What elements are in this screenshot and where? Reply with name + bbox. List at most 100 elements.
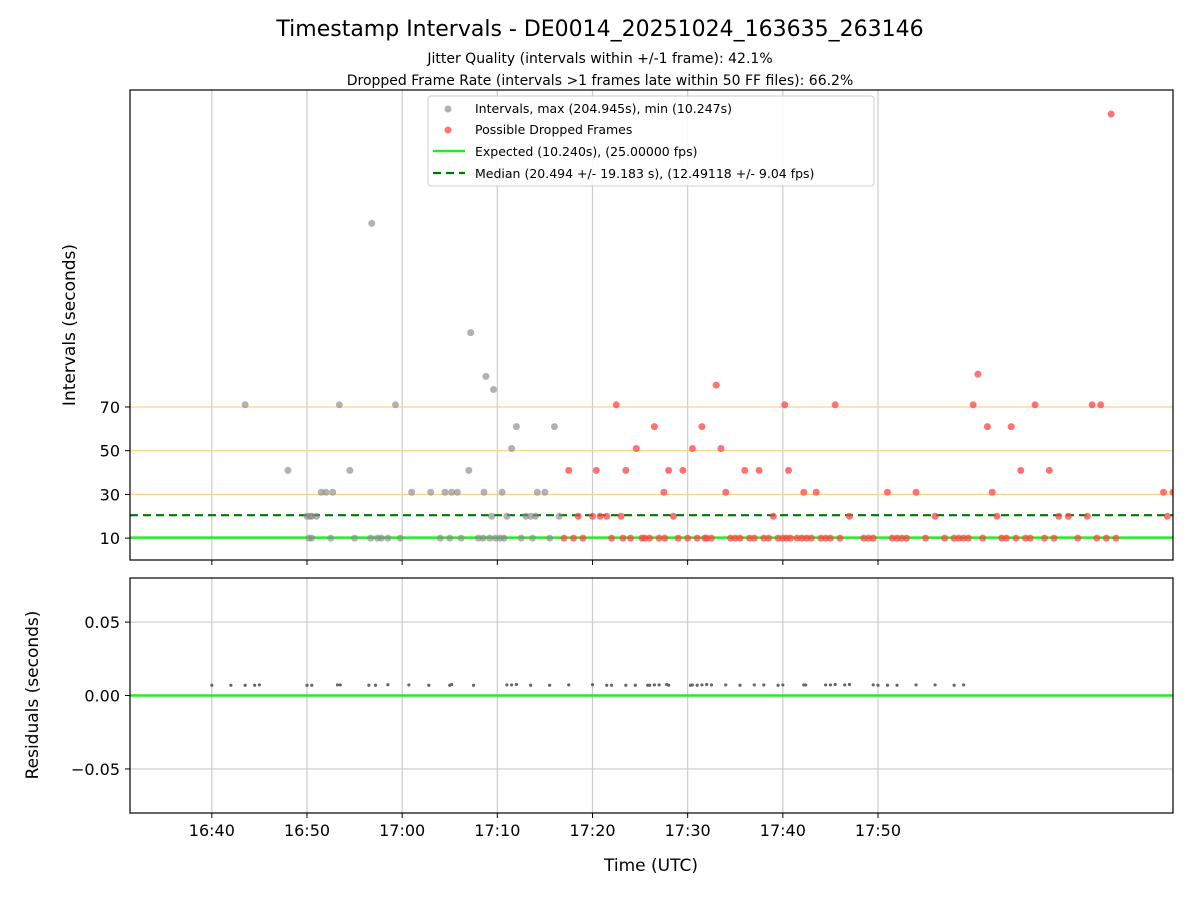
residual-point <box>824 683 828 687</box>
top-y-tick-label-70: 70 <box>100 398 120 417</box>
interval-point <box>327 534 335 542</box>
dropped-frame-point <box>565 466 573 474</box>
dropped-frame-point <box>665 466 673 474</box>
interval-point <box>453 488 461 496</box>
dropped-frame-point <box>993 512 1001 520</box>
residual-point <box>367 683 371 687</box>
interval-point <box>408 488 416 496</box>
bottom-y-tick-label-1: 0.00 <box>84 687 120 706</box>
dropped-frame-point <box>1169 488 1173 496</box>
residual-point <box>590 683 595 687</box>
dropped-frame-point <box>807 534 815 542</box>
interval-point <box>498 488 506 496</box>
residual-point <box>700 683 704 687</box>
residual-point <box>529 683 533 687</box>
residual-point <box>229 683 233 687</box>
dropped-frame-point <box>765 534 773 542</box>
dropped-frame-point <box>660 488 668 496</box>
residual-point <box>690 683 695 687</box>
residual-point <box>952 683 956 687</box>
residual-point <box>828 683 833 687</box>
interval-point <box>427 488 435 496</box>
dropped-frame-point <box>674 534 682 542</box>
residual-point <box>876 683 880 687</box>
dropped-frame-point <box>560 534 568 542</box>
x-tick-label-6: 17:40 <box>760 821 806 840</box>
interval-point <box>335 401 343 409</box>
residual-point <box>705 682 709 687</box>
residual-point <box>210 683 214 687</box>
residual-point <box>647 683 652 687</box>
interval-point <box>313 512 321 520</box>
dropped-frame-point <box>786 534 794 542</box>
dropped-frame-point <box>608 534 616 542</box>
residual-point <box>514 682 518 687</box>
dropped-frame-point <box>1088 401 1096 409</box>
dropped-frame-point <box>964 534 972 542</box>
interval-point <box>482 372 490 380</box>
dropped-frame-point <box>812 488 820 496</box>
dropped-frame-point <box>931 512 939 520</box>
dropped-frame-point <box>650 423 658 431</box>
interval-point <box>448 488 456 496</box>
interval-point <box>546 534 554 542</box>
residual-point <box>548 683 552 687</box>
residual-point <box>833 682 837 687</box>
x-tick-label-5: 17:30 <box>665 821 711 840</box>
legend-label-dropped: Possible Dropped Frames <box>475 122 632 137</box>
top-plot-frame <box>129 89 1174 561</box>
residual-point <box>933 683 937 687</box>
interval-point <box>480 488 488 496</box>
dropped-frame-point <box>736 534 744 542</box>
dropped-frame-point <box>884 488 892 496</box>
residual-point <box>695 683 699 687</box>
dropped-frame-point <box>693 534 701 542</box>
dropped-frame-point <box>698 423 706 431</box>
bottom-y-axis-label: Residuals (seconds) <box>23 611 43 780</box>
dropped-frame-point <box>655 534 663 542</box>
dropped-frame-point <box>1093 534 1101 542</box>
residual-point <box>724 683 728 687</box>
interval-point <box>392 401 400 409</box>
dropped-frame-point <box>1112 534 1120 542</box>
interval-point <box>241 401 249 409</box>
residual-point <box>305 683 309 687</box>
dropped-frame-point <box>1045 466 1053 474</box>
interval-point <box>441 488 449 496</box>
interval-point <box>436 534 444 542</box>
dropped-frame-point <box>836 534 844 542</box>
dropped-frame-point <box>669 512 677 520</box>
dropped-frame-point <box>1050 534 1058 542</box>
x-tick-label-1: 16:50 <box>284 821 330 840</box>
residual-point <box>962 683 966 687</box>
dropped-frame-point <box>800 488 808 496</box>
dropped-frame-point <box>1074 534 1082 542</box>
residual-point <box>257 683 262 687</box>
dropped-frame-point <box>596 512 604 520</box>
legend-box <box>427 95 875 187</box>
interval-point <box>500 534 508 542</box>
interval-point <box>541 488 549 496</box>
dropped-frame-point <box>579 534 587 542</box>
legend: Intervals, max (204.945s), min (10.247s)… <box>427 95 875 187</box>
x-tick-label-7: 17:50 <box>855 821 901 840</box>
residual-point <box>776 683 780 687</box>
dropped-frame-point <box>707 534 715 542</box>
dropped-frame-point <box>619 534 627 542</box>
dropped-frame-point <box>574 512 582 520</box>
dropped-frame-point <box>969 401 977 409</box>
intervals-panel: 10 30 50 70 Intervals, max (204.945s), min (… <box>100 89 1174 565</box>
dropped-frame-point <box>688 445 696 453</box>
residual-point <box>633 683 637 687</box>
residual-point <box>781 683 785 687</box>
residual-point <box>471 683 476 687</box>
dropped-frame-point <box>603 512 611 520</box>
interval-point <box>306 512 314 520</box>
residual-point <box>335 683 340 687</box>
interval-point <box>351 534 359 542</box>
dropped-frame-point <box>592 466 600 474</box>
residual-point <box>450 682 454 687</box>
dropped-frame-point <box>912 488 920 496</box>
legend-label-median: Median (20.494 +/- 19.183 s), (12.49118 … <box>475 166 814 181</box>
dropped-frame-point <box>1007 423 1015 431</box>
